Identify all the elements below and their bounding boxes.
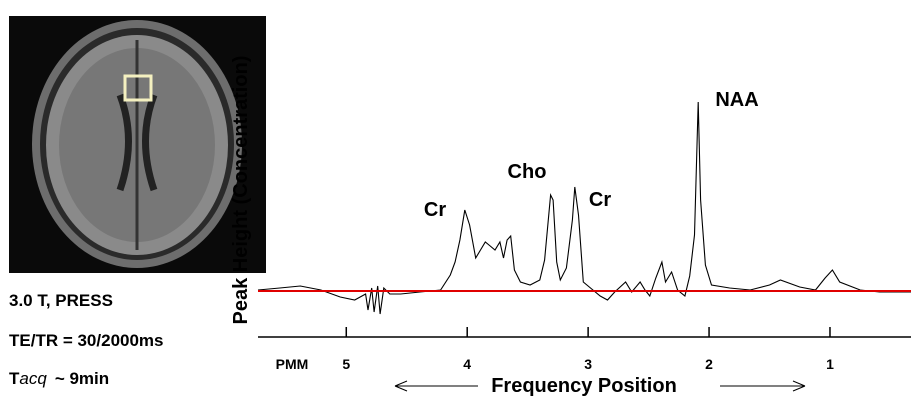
peak-annotation: Cr [589, 189, 611, 211]
mri-image [9, 16, 266, 273]
x-axis-label: Frequency Position [491, 375, 677, 397]
scan-note-part: T [9, 369, 20, 388]
x-tick-label: 2 [705, 356, 713, 372]
scan-note: Tacq ~ 9min [9, 369, 109, 388]
peak-annotation: NAA [715, 89, 758, 111]
x-tick-label: 4 [463, 356, 471, 372]
x-tick-label: 3 [584, 356, 592, 372]
peak-annotation: Cho [508, 161, 547, 183]
spectrum-line [258, 102, 911, 314]
x-axis-note: PMM [276, 356, 309, 372]
scan-note-part: ~ 9min [55, 369, 109, 388]
scan-note-part: acq [19, 369, 47, 388]
peak-annotation: Cr [424, 199, 446, 221]
scan-note: 3.0 T, PRESS [9, 291, 113, 310]
y-axis-label: Peak Height (Concentration) [230, 56, 252, 325]
scan-note: TE/TR = 30/2000ms [9, 331, 164, 350]
x-tick-label: 1 [826, 356, 834, 372]
figure: 3.0 T, PRESS TE/TR = 30/2000ms Tacq ~ 9mi… [0, 0, 911, 403]
x-tick-label: 5 [342, 356, 350, 372]
